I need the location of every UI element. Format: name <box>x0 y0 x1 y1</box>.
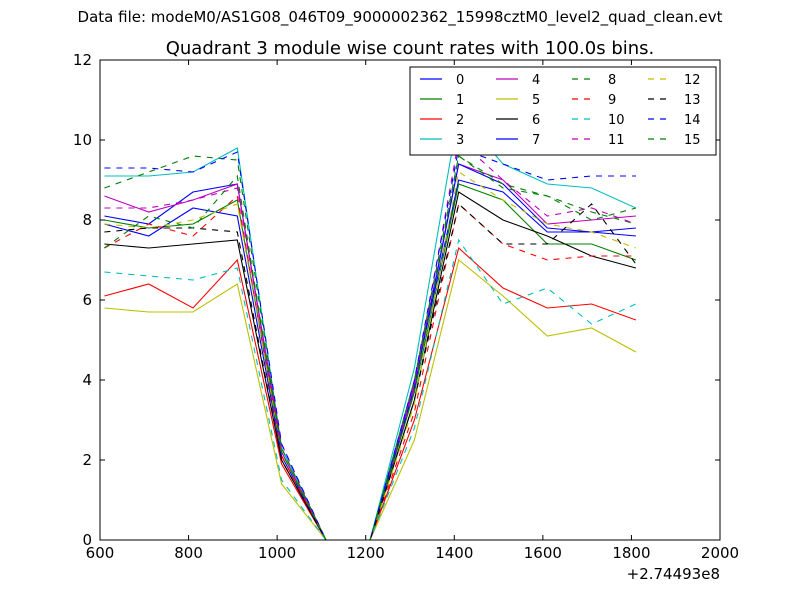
y-tick-label: 12 <box>73 51 92 69</box>
x-tick-label: 1800 <box>612 544 650 562</box>
series-line-12 <box>104 171 637 541</box>
legend-label-0: 0 <box>456 73 464 88</box>
legend-frame <box>409 66 717 156</box>
legend-label-5: 5 <box>532 93 540 108</box>
figure-suptitle: Data file: modeM0/AS1G08_046T09_90000023… <box>77 8 723 26</box>
series-line-2 <box>104 246 637 541</box>
legend-label-14: 14 <box>684 113 701 128</box>
series-line-11 <box>104 138 637 541</box>
y-tick-label: 4 <box>82 371 92 389</box>
legend-label-13: 13 <box>684 93 701 108</box>
legend-label-7: 7 <box>532 133 540 148</box>
x-tick-label: 1600 <box>524 544 562 562</box>
legend-label-6: 6 <box>532 113 540 128</box>
legend-label-2: 2 <box>456 113 464 128</box>
x-offset-label: +2.74493e8 <box>627 565 720 583</box>
x-tick-label: 600 <box>86 544 115 562</box>
series-line-5 <box>104 259 637 541</box>
series-line-9 <box>104 194 636 541</box>
legend-label-12: 12 <box>684 73 701 88</box>
series-line-1 <box>104 183 637 541</box>
legend-label-11: 11 <box>608 133 625 148</box>
legend-label-8: 8 <box>608 73 616 88</box>
legend-label-1: 1 <box>456 93 464 108</box>
y-tick-label: 2 <box>82 451 92 469</box>
series-layer <box>104 110 637 541</box>
x-tick-label: 800 <box>174 544 203 562</box>
y-tick-label: 10 <box>73 131 92 149</box>
series-line-10 <box>104 238 637 541</box>
series-line-14 <box>104 147 636 541</box>
chart-title: Quadrant 3 module wise count rates with … <box>166 38 655 59</box>
legend-label-15: 15 <box>684 133 701 148</box>
x-tick-label: 2000 <box>701 544 739 562</box>
series-line-4 <box>104 163 636 541</box>
x-tick-label: 1400 <box>435 544 473 562</box>
y-tick-label: 6 <box>82 291 92 309</box>
legend-label-3: 3 <box>456 133 464 148</box>
legend-label-10: 10 <box>608 113 625 128</box>
y-tick-label: 0 <box>82 531 92 549</box>
series-line-3 <box>104 110 637 541</box>
x-tick-label: 1000 <box>258 544 296 562</box>
x-tick-label: 1200 <box>347 544 385 562</box>
legend-label-9: 9 <box>608 93 616 108</box>
legend-label-4: 4 <box>532 73 540 88</box>
series-line-13 <box>104 202 637 541</box>
y-tick-label: 8 <box>82 211 92 229</box>
series-line-7 <box>104 163 636 541</box>
